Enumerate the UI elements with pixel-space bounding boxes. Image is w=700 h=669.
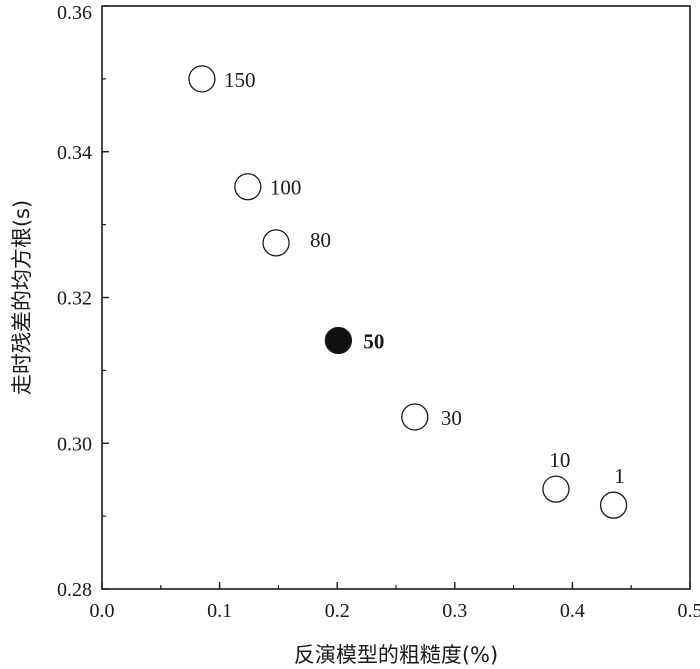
data-points: 150 100 80 50 30 10 1 <box>188 65 628 519</box>
y-tick-label: 0.28 <box>57 579 92 601</box>
selected-data-point <box>324 326 353 355</box>
data-point <box>234 173 262 201</box>
y-tick-label: 0.36 <box>57 2 92 24</box>
data-point-label: 50 <box>363 329 384 353</box>
data-point <box>401 403 429 431</box>
x-tick-label: 0.1 <box>207 600 232 622</box>
x-axis-ticks: 0.0 0.1 0.2 0.3 0.4 0.5 <box>90 582 700 622</box>
data-point-label: 100 <box>270 176 302 200</box>
data-point <box>542 475 570 503</box>
data-point-label: 1 <box>614 464 625 488</box>
x-tick-label: 0.3 <box>442 600 467 622</box>
data-point-label: 10 <box>549 448 570 472</box>
y-axis-ticks: 0.28 0.30 0.32 0.34 0.36 <box>57 2 109 601</box>
data-point-label: 150 <box>224 68 256 92</box>
x-tick-label: 0.2 <box>325 600 350 622</box>
data-point <box>262 229 290 257</box>
x-tick-label: 0.0 <box>90 600 115 622</box>
y-tick-label: 0.34 <box>57 142 92 164</box>
y-tick-label: 0.32 <box>57 288 92 310</box>
y-axis-title: 走时残差的均方根(s) <box>10 200 34 395</box>
data-point-label: 30 <box>441 406 462 430</box>
y-tick-label: 0.30 <box>57 433 92 455</box>
data-point-label: 80 <box>310 228 331 252</box>
data-point <box>599 491 628 519</box>
x-tick-label: 0.4 <box>560 600 585 622</box>
data-point <box>188 65 216 93</box>
x-tick-label: 0.5 <box>678 600 700 622</box>
x-axis-title: 反演模型的粗糙度(%) <box>294 643 498 667</box>
